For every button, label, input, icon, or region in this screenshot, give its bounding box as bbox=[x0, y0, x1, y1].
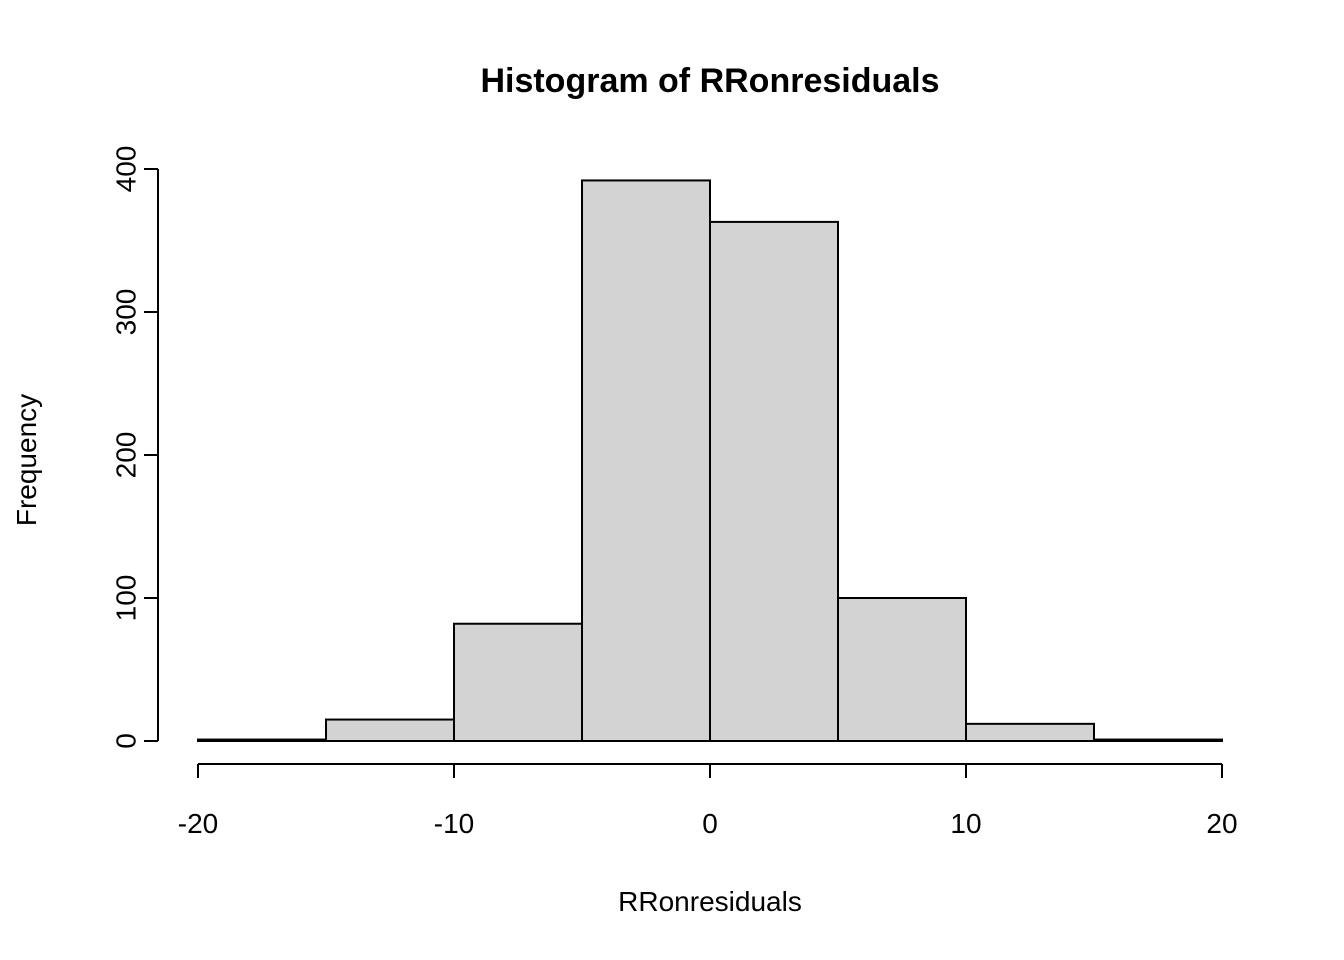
y-tick-label: 200 bbox=[110, 432, 141, 479]
x-tick-label: 10 bbox=[950, 808, 981, 839]
y-tick-label: 400 bbox=[110, 146, 141, 193]
y-tick-label: 0 bbox=[110, 733, 141, 749]
y-tick-label: 100 bbox=[110, 575, 141, 622]
histogram-bar-5 bbox=[837, 597, 967, 742]
x-tick-label: -20 bbox=[178, 808, 218, 839]
y-axis: 0 100 200 300 400 bbox=[110, 146, 159, 749]
histogram-bar-4 bbox=[709, 220, 839, 743]
chart-title: Histogram of RRonresiduals bbox=[480, 62, 939, 100]
x-axis: -20 -10 0 10 20 bbox=[178, 763, 1238, 839]
x-tick-label: 0 bbox=[702, 808, 718, 839]
x-tick-label: 20 bbox=[1206, 808, 1237, 839]
y-tick-label: 300 bbox=[110, 289, 141, 336]
histogram-bar-1 bbox=[325, 718, 455, 742]
histogram-bar-7 bbox=[1093, 738, 1223, 743]
x-axis-label: RRonresiduals bbox=[618, 886, 802, 917]
bars-layer bbox=[197, 179, 1223, 743]
histogram-bar-6 bbox=[965, 722, 1095, 743]
y-axis-label: Frequency bbox=[11, 394, 42, 526]
histogram-bar-3 bbox=[581, 179, 711, 742]
histogram-bar-0 bbox=[197, 738, 327, 743]
x-tick-label: -10 bbox=[434, 808, 474, 839]
histogram-bar-2 bbox=[453, 622, 583, 742]
